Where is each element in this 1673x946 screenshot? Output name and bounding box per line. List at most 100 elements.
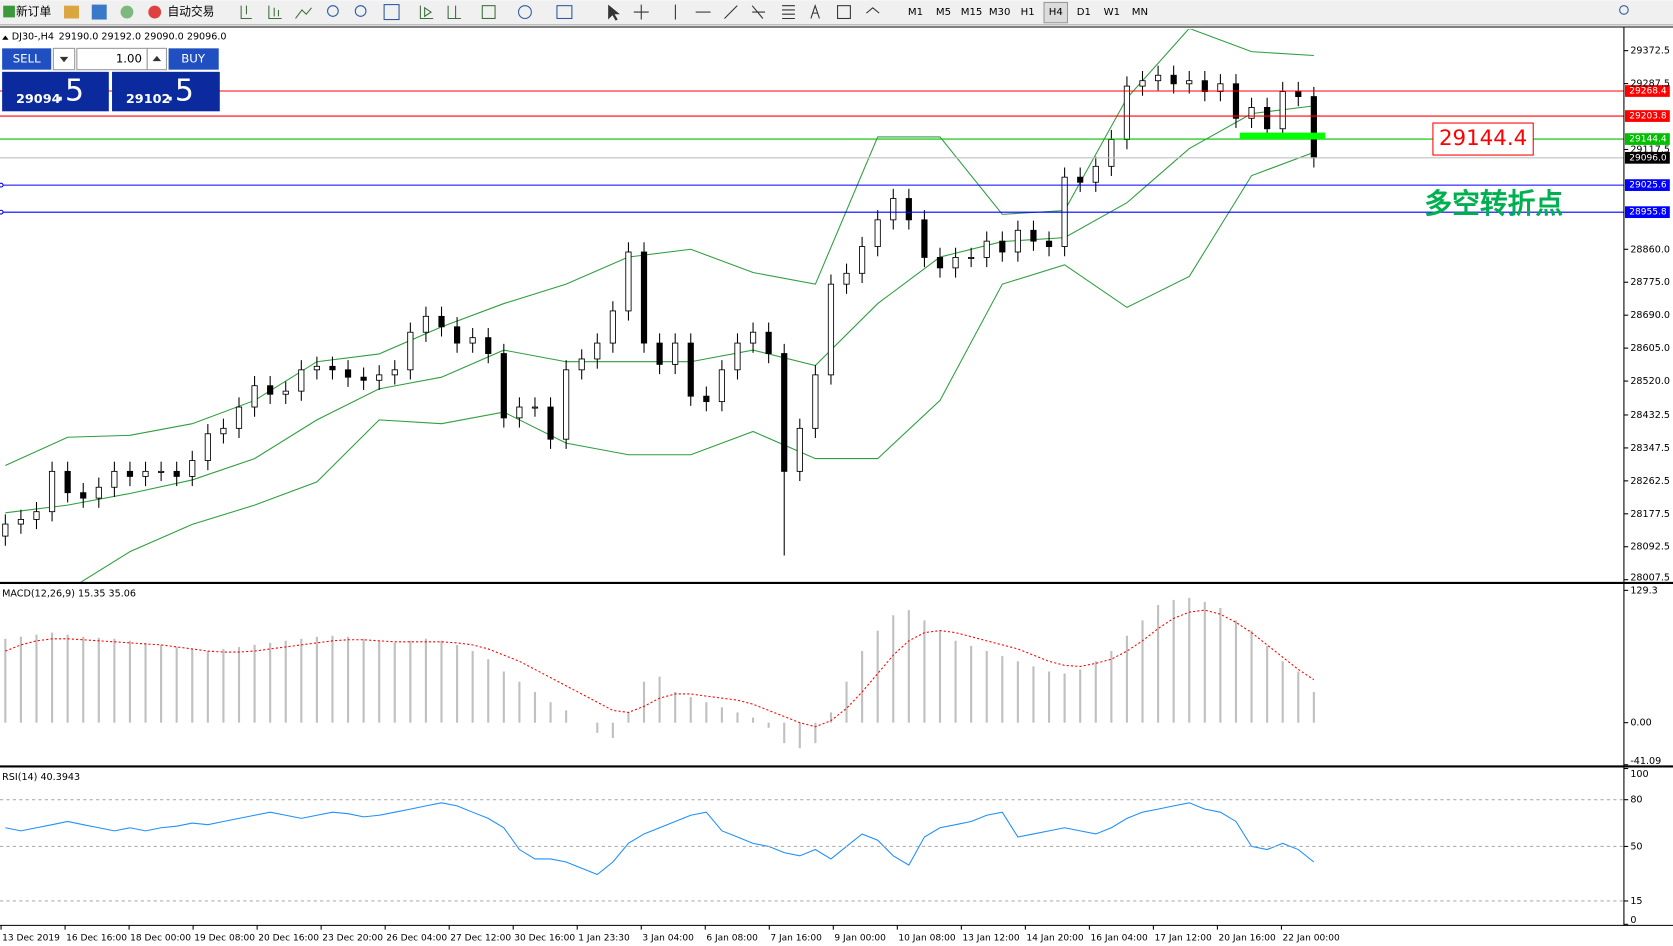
annotation: 29144.4 [1439, 126, 1527, 151]
icon[interactable] [633, 4, 649, 20]
x-tick-label: 20 Jan 16:00 [1218, 934, 1276, 944]
timeframe-button[interactable]: M1 [908, 7, 923, 18]
candle-body [1045, 240, 1053, 248]
icon[interactable] [64, 5, 79, 19]
icon[interactable] [751, 5, 766, 19]
timeframe-button[interactable]: H4 [1049, 7, 1063, 18]
auto-trading-button[interactable]: 自动交易 [148, 5, 214, 19]
icon[interactable] [383, 4, 400, 21]
macd-signal [5, 609, 1315, 728]
icon[interactable] [419, 5, 434, 20]
icon[interactable] [724, 5, 738, 19]
y-tick-label: 28860.0 [1630, 244, 1670, 255]
icon[interactable] [268, 5, 282, 20]
candle-body [936, 257, 944, 269]
timeframe-button[interactable]: MN [1132, 7, 1148, 18]
x-tick-label: 19 Dec 08:00 [194, 934, 255, 944]
icon[interactable] [91, 4, 107, 20]
x-tick-label: 18 Dec 00:00 [130, 934, 191, 944]
icon[interactable] [810, 3, 820, 19]
candle-body [687, 342, 694, 397]
x-tick-label: 26 Dec 04:00 [386, 934, 447, 944]
bollinger-lower [80, 151, 1315, 582]
icon[interactable] [327, 5, 339, 17]
timeframe-button[interactable]: M5 [936, 7, 951, 18]
bid-box[interactable] [2, 71, 109, 112]
level-anchor [0, 182, 4, 188]
bid-main: 29094 [16, 92, 61, 107]
y-tick-label: 29117.5 [1630, 144, 1670, 155]
candle-body [625, 251, 632, 312]
candle-body [438, 315, 445, 328]
candle-body [220, 427, 227, 435]
candle-body [796, 427, 803, 472]
icon[interactable] [354, 5, 367, 17]
timeframe-button[interactable]: M30 [989, 7, 1011, 18]
candle-body [578, 358, 585, 371]
ask-fraction: .5 [165, 74, 194, 109]
x-tick-label: 6 Jan 08:00 [706, 934, 758, 944]
candle-body [1264, 107, 1271, 130]
candle-body [999, 240, 1006, 253]
icon[interactable] [481, 5, 496, 20]
candle-body [1123, 85, 1131, 141]
candle-body [95, 486, 102, 499]
indicator-title: MACD(12,26,9) 15.35 35.06 [2, 589, 136, 600]
timeframe-button[interactable]: D1 [1077, 7, 1091, 18]
candle-body [859, 246, 866, 274]
level-anchor [0, 209, 4, 215]
timeframe-button[interactable]: H1 [1021, 7, 1035, 18]
one-click-trading: SELL 1.00 BUY 29094 .5 29102 .5 [2, 47, 220, 112]
icon[interactable] [120, 5, 134, 19]
icon[interactable] [447, 5, 461, 20]
icon [148, 5, 162, 19]
candle-body [890, 198, 897, 221]
timeframe-button[interactable]: W1 [1104, 7, 1120, 18]
icon [152, 55, 162, 62]
candle-body [843, 272, 850, 285]
icon[interactable] [295, 7, 312, 19]
ask-main: 29102 [126, 92, 171, 107]
candle-body [469, 337, 476, 344]
rsi-plot [5, 802, 1315, 876]
y-tick-label: 28092.5 [1630, 542, 1670, 553]
ask-box[interactable] [112, 71, 220, 112]
icon[interactable] [556, 5, 573, 20]
candle-body [64, 470, 71, 494]
y-tick-label: -41.09 [1630, 756, 1661, 767]
candle-body [983, 240, 990, 258]
x-tick-label: 13 Jan 12:00 [962, 934, 1020, 944]
candle-body [1201, 80, 1208, 92]
candle-body [344, 369, 352, 378]
icon [3, 5, 15, 18]
icon[interactable] [837, 5, 851, 20]
timeframe-button[interactable]: M15 [961, 7, 983, 18]
icon[interactable] [782, 5, 795, 20]
sell-label: SELL [13, 52, 41, 66]
candle-body [422, 315, 430, 333]
sell-button[interactable] [2, 48, 52, 70]
search-icon[interactable] [1619, 5, 1629, 15]
timeframe-bar: M1 M5 M15 M30 H1 H4 D1 W1 MN [908, 1, 1148, 24]
y-tick-label: 28007.5 [1630, 573, 1670, 584]
indicator-title: RSI(14) 40.3943 [2, 772, 80, 783]
candle-body [968, 257, 975, 259]
new-order-button[interactable]: 新订单 [3, 5, 51, 19]
y-tick-label: 28690.0 [1630, 310, 1670, 321]
candle-body [48, 470, 56, 513]
candle-body [376, 374, 383, 381]
price-plot [2, 29, 1317, 582]
candle-body [1186, 80, 1193, 85]
candle-body [282, 390, 289, 395]
icon[interactable] [866, 7, 880, 14]
buy-button[interactable] [168, 48, 219, 70]
level-label: 28955.8 [1629, 208, 1667, 218]
icon[interactable] [240, 5, 252, 20]
icon[interactable] [518, 5, 532, 20]
icon[interactable] [608, 4, 620, 21]
y-tick-label: 15 [1630, 896, 1642, 907]
level-label: 29144.4 [1629, 135, 1667, 145]
candle-body [672, 342, 679, 365]
